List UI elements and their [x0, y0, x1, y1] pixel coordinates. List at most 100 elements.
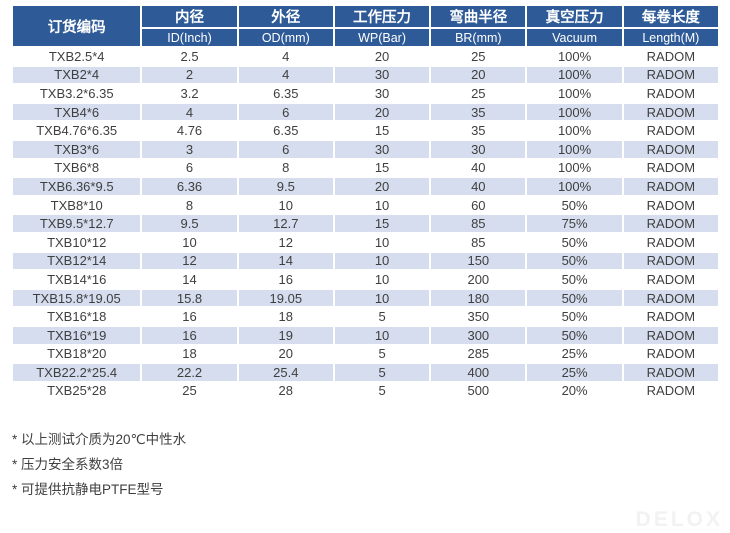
- value-cell: RADOM: [621, 231, 721, 253]
- value-cell: RADOM: [621, 138, 721, 160]
- value-cell: 19.05: [236, 287, 335, 309]
- table-row: TXB6.36*9.5 6.36 9.5 20 40 100% RADOM: [10, 176, 721, 197]
- value-cell: 12.7: [236, 213, 335, 234]
- table-row: TXB12*14 12 14 10 150 50% RADOM: [10, 250, 721, 272]
- value-cell: 75%: [525, 213, 624, 234]
- footnote-safety-factor: * 压力安全系数3倍: [12, 457, 124, 473]
- col-header-id-cn: 内径: [140, 4, 239, 29]
- order-code-cell: TXB2*4: [10, 64, 143, 86]
- table-row: TXB3*6 3 6 30 30 100% RADOM: [10, 138, 721, 160]
- value-cell: 50%: [525, 306, 624, 327]
- value-cell: 400: [429, 362, 528, 383]
- order-code-cell: TXB12*14: [10, 250, 143, 272]
- value-cell: 6: [140, 157, 239, 179]
- value-cell: RADOM: [621, 64, 721, 86]
- value-cell: 4.76: [140, 120, 239, 141]
- value-cell: 6: [236, 101, 335, 123]
- value-cell: 2.5: [140, 46, 239, 67]
- col-header-vacuum-cn: 真空压力: [525, 4, 624, 29]
- value-cell: 10: [332, 287, 432, 309]
- spec-table-header: 订货编码 内径 外径 工作压力 弯曲半径 真空压力 每卷长度 ID(Inch) …: [10, 4, 721, 48]
- value-cell: 100%: [525, 176, 624, 197]
- order-code-cell: TXB8*10: [10, 194, 143, 216]
- value-cell: 28: [236, 380, 335, 402]
- table-row: TXB2*4 2 4 30 20 100% RADOM: [10, 64, 721, 86]
- value-cell: 15.8: [140, 287, 239, 309]
- order-code-cell: TXB18*20: [10, 343, 143, 365]
- value-cell: 10: [332, 231, 432, 253]
- value-cell: 19: [236, 324, 335, 346]
- value-cell: 20%: [525, 380, 624, 402]
- value-cell: 100%: [525, 157, 624, 179]
- value-cell: 180: [429, 287, 528, 309]
- table-row: TXB10*12 10 12 10 85 50% RADOM: [10, 231, 721, 253]
- order-code-cell: TXB15.8*19.05: [10, 287, 143, 309]
- value-cell: 40: [429, 157, 528, 179]
- value-cell: 9.5: [236, 176, 335, 197]
- value-cell: 5: [332, 362, 432, 383]
- value-cell: 50%: [525, 287, 624, 309]
- value-cell: 12: [236, 231, 335, 253]
- value-cell: 4: [236, 46, 335, 67]
- value-cell: 14: [236, 250, 335, 272]
- value-cell: RADOM: [621, 324, 721, 346]
- col-header-id-en: ID(Inch): [140, 27, 239, 48]
- value-cell: 22.2: [140, 362, 239, 383]
- order-code-cell: TXB9.5*12.7: [10, 213, 143, 234]
- value-cell: 10: [236, 194, 335, 216]
- value-cell: 50%: [525, 194, 624, 216]
- value-cell: 5: [332, 380, 432, 402]
- value-cell: 8: [140, 194, 239, 216]
- delox-watermark: DELOX: [635, 508, 723, 531]
- table-row: TXB16*18 16 18 5 350 50% RADOM: [10, 306, 721, 327]
- value-cell: 10: [332, 269, 432, 290]
- value-cell: 4: [236, 64, 335, 86]
- value-cell: RADOM: [621, 83, 721, 104]
- value-cell: 10: [332, 250, 432, 272]
- value-cell: 15: [332, 120, 432, 141]
- value-cell: RADOM: [621, 194, 721, 216]
- value-cell: 60: [429, 194, 528, 216]
- value-cell: 25.4: [236, 362, 335, 383]
- value-cell: 10: [332, 324, 432, 346]
- value-cell: 40: [429, 176, 528, 197]
- value-cell: 14: [140, 269, 239, 290]
- col-header-length-en: Length(M): [621, 27, 721, 48]
- value-cell: 20: [332, 46, 432, 67]
- table-row: TXB6*8 6 8 15 40 100% RADOM: [10, 157, 721, 179]
- col-header-br-cn: 弯曲半径: [429, 4, 528, 29]
- value-cell: RADOM: [621, 176, 721, 197]
- value-cell: 8: [236, 157, 335, 179]
- value-cell: 100%: [525, 101, 624, 123]
- value-cell: 6.35: [236, 120, 335, 141]
- col-header-vacuum-en: Vacuum: [525, 27, 624, 48]
- order-code-cell: TXB4*6: [10, 101, 143, 123]
- value-cell: 9.5: [140, 213, 239, 234]
- value-cell: 100%: [525, 120, 624, 141]
- value-cell: 6.36: [140, 176, 239, 197]
- order-code-cell: TXB25*28: [10, 380, 143, 402]
- order-code-cell: TXB16*19: [10, 324, 143, 346]
- order-code-cell: TXB22.2*25.4: [10, 362, 143, 383]
- order-code-cell: TXB16*18: [10, 306, 143, 327]
- header-row-en: ID(Inch) OD(mm) WP(Bar) BR(mm) Vacuum Le…: [12, 27, 721, 48]
- value-cell: 4: [140, 101, 239, 123]
- table-row: TXB25*28 25 28 5 500 20% RADOM: [10, 380, 721, 402]
- value-cell: RADOM: [621, 380, 721, 402]
- header-row-cn: 订货编码 内径 外径 工作压力 弯曲半径 真空压力 每卷长度: [10, 4, 721, 48]
- value-cell: RADOM: [621, 362, 721, 383]
- table-row: TXB3.2*6.35 3.2 6.35 30 25 100% RADOM: [10, 83, 721, 104]
- value-cell: 30: [332, 64, 432, 86]
- footnotes: * 以上测试介质为20℃中性水 * 压力安全系数3倍 * 可提供抗静电PTFE型…: [12, 427, 720, 502]
- value-cell: 35: [429, 101, 528, 123]
- value-cell: 6.35: [236, 83, 335, 104]
- value-cell: 25: [140, 380, 239, 402]
- value-cell: 3: [140, 138, 239, 160]
- col-header-wp-cn: 工作压力: [332, 4, 432, 29]
- order-code-cell: TXB6*8: [10, 157, 143, 179]
- spec-table: 订货编码 内径 外径 工作压力 弯曲半径 真空压力 每卷长度 ID(Inch) …: [10, 4, 721, 402]
- value-cell: 50%: [525, 250, 624, 272]
- value-cell: 100%: [525, 83, 624, 104]
- value-cell: 12: [140, 250, 239, 272]
- value-cell: RADOM: [621, 250, 721, 272]
